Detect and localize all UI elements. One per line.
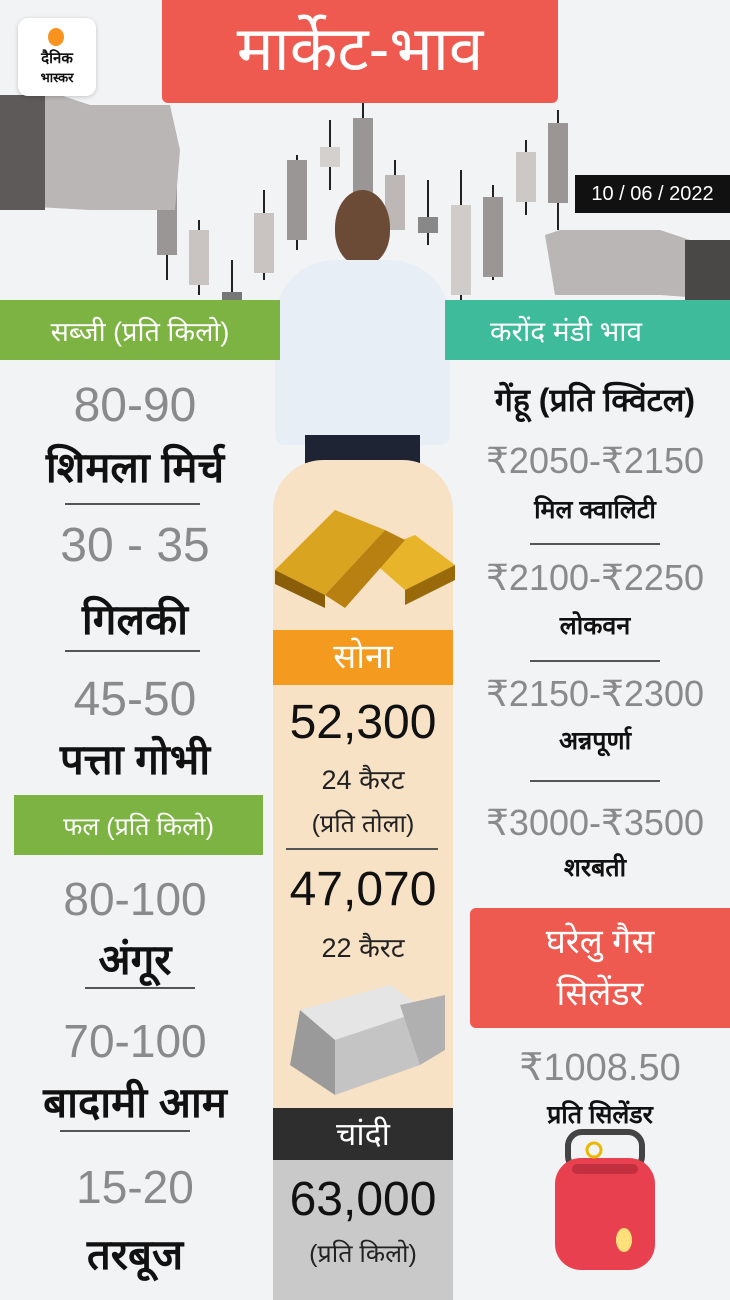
gold-label: सोना [273,630,453,685]
gas-cylinder-header: घरेलु गैस सिलेंडर [470,908,730,1028]
gold-unit: (प्रति तोला) [311,810,415,838]
vegetables-header: सब्जी (प्रति किलो) [0,300,280,360]
veg-price: 45-50 [73,673,197,726]
veg-name: शिमला मिर्च [45,444,225,491]
mandi-variety: लोकवन [559,612,631,640]
logo-text-line2: भास्कर [40,70,74,85]
veg-name: पत्ता गोभी [59,736,211,783]
silver-unit: (प्रति किलो) [309,1240,417,1268]
gas-header-line1: घरेलु गैस [545,923,655,961]
silver-panel [273,1160,453,1300]
silver-price: 63,000 [289,1173,437,1226]
dainik-bhaskar-logo: दैनिक भास्कर [18,18,96,96]
divider [85,987,195,989]
veg-name: गिलकी [81,596,189,643]
mandi-price: ₹2100-₹2250 [486,557,704,598]
logo-text-line1: दैनिक [41,50,73,67]
fruit-price: 15-20 [76,1161,194,1213]
silver-label: चांदी [273,1108,453,1160]
man-illustration [260,190,465,465]
mandi-price: ₹3000-₹3500 [486,802,704,843]
mandi-variety: शरबती [563,854,627,882]
fruit-name: तरबूज [86,1231,184,1278]
gold-24k-price: 52,300 [289,696,437,749]
divider [60,1130,190,1132]
divider [530,780,660,782]
divider [65,503,200,505]
candlestick-chart-illustration [0,80,730,300]
veg-price: 80-90 [73,379,197,432]
fruit-name: अंगूर [98,936,172,983]
mandi-variety: अन्नपूर्णा [558,727,632,755]
mandi-header: करोंद मंडी भाव [445,300,730,360]
gold-24k-label: 24 कैरट [321,765,405,795]
gas-unit: प्रति सिलेंडर [547,1101,653,1129]
fruits-header: फल (प्रति किलो) [14,795,263,855]
mandi-variety: मिल क्वालिटी [534,496,656,524]
fruit-price: 80-100 [63,873,207,925]
fruit-price: 70-100 [63,1015,207,1067]
mandi-price: ₹2150-₹2300 [486,673,704,714]
fruit-name: बादामी आम [43,1079,227,1126]
divider [65,650,200,652]
gold-bars-image [275,510,455,608]
page-title: मार्केट-भाव [162,0,558,103]
divider [530,660,660,662]
gas-header-line2: सिलेंडर [556,975,644,1013]
gold-22k-price: 47,070 [289,863,437,916]
logo-sun-icon [48,28,64,46]
silver-bars-image [290,985,445,1095]
gas-cylinder-icon [555,1129,655,1270]
date-badge: 10 / 06 / 2022 [575,175,730,213]
gold-22k-label: 22 कैरट [321,933,405,963]
wheat-subheader: गेंहू (प्रति क्विंटल) [494,382,696,418]
divider [286,848,438,850]
veg-price: 30 - 35 [60,519,210,572]
gas-price: ₹1008.50 [519,1047,681,1089]
mandi-price: ₹2050-₹2150 [486,440,704,481]
divider [530,543,660,545]
